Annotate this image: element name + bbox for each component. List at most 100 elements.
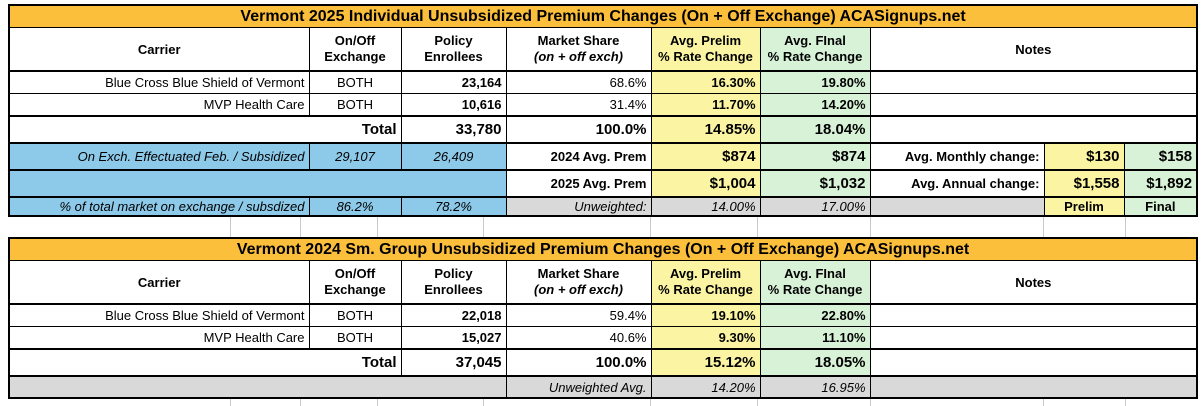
total-share-cell: 100.0% xyxy=(505,348,652,377)
gridline xyxy=(870,399,871,406)
gridline xyxy=(300,399,301,406)
carrier-name-cell: Blue Cross Blue Shield of Vermont xyxy=(8,70,310,94)
carrier-row: Blue Cross Blue Shield of Vermont BOTH 2… xyxy=(8,303,1198,327)
gray-notes-cell xyxy=(869,375,1198,399)
gridline xyxy=(757,399,758,406)
final-rate-cell: 22.80% xyxy=(759,303,871,327)
carrier-row: Blue Cross Blue Shield of Vermont BOTH 2… xyxy=(8,70,1198,94)
pct-on-exchange-value-cell: 78.2% xyxy=(400,196,507,217)
table-header-row: Carrier On/Off Exchange Policy Enrollees… xyxy=(8,260,1198,305)
market-share-cell: 40.6% xyxy=(505,326,652,350)
gridline xyxy=(1043,399,1044,406)
col-header-avg-final: Avg. FInal % Rate Change xyxy=(759,27,871,72)
enrollees-cell: 10,616 xyxy=(400,93,507,117)
header-line: On/Off xyxy=(334,32,376,48)
small-group-premium-table: Vermont 2024 Sm. Group Unsubsidized Prem… xyxy=(8,237,1199,399)
header-line: % Rate Change xyxy=(767,282,863,297)
gray-spacer-cell xyxy=(869,196,1045,217)
market-share-cell: 59.4% xyxy=(505,303,652,327)
top-margin xyxy=(0,0,1204,4)
col-header-notes: Notes xyxy=(869,27,1198,72)
col-header-exchange: On/Off Exchange xyxy=(308,260,402,305)
header-line: Enrollees xyxy=(424,49,483,64)
notes-cell xyxy=(869,70,1198,94)
gridline xyxy=(650,399,651,406)
unweighted-final-cell: 16.95% xyxy=(759,375,871,399)
notes-cell xyxy=(869,326,1198,350)
gridline xyxy=(230,399,231,406)
total-enrollees-cell: 37,045 xyxy=(400,348,507,377)
header-line: Exchange xyxy=(324,49,386,64)
header-line: Policy xyxy=(434,32,473,48)
header-line: % Rate Change xyxy=(767,49,863,64)
pct-on-exchange-value-cell: 86.2% xyxy=(308,196,402,217)
table-title-row: Vermont 2024 Sm. Group Unsubsidized Prem… xyxy=(8,237,1198,261)
enrollees-cell: 23,164 xyxy=(400,70,507,94)
avg-prem-2024-label-cell: 2024 Avg. Prem xyxy=(505,142,652,171)
prelim-rate-cell: 9.30% xyxy=(650,326,761,350)
on-exchange-value-cell: 26,409 xyxy=(400,142,507,171)
total-final-cell: 18.05% xyxy=(759,348,871,377)
final-rate-cell: 19.80% xyxy=(759,70,871,94)
prelim-rate-cell: 11.70% xyxy=(650,93,761,117)
blue-spacer-cell xyxy=(8,169,507,198)
pct-on-exchange-row: % of total market on exchange / subsdize… xyxy=(8,196,1198,217)
gridline xyxy=(650,217,651,237)
total-notes-cell xyxy=(869,348,1198,377)
avg-prem-2024-prelim-cell: $874 xyxy=(650,142,761,171)
total-enrollees-cell: 33,780 xyxy=(400,115,507,144)
annual-change-prelim-cell: $1,558 xyxy=(1043,169,1125,198)
gridline xyxy=(300,217,301,237)
individual-premium-table: Vermont 2025 Individual Unsubsidized Pre… xyxy=(8,4,1199,217)
gridline xyxy=(483,217,484,237)
prelim-column-label-cell: Prelim xyxy=(1043,196,1125,217)
unweighted-prelim-cell: 14.00% xyxy=(650,196,761,217)
final-rate-cell: 11.10% xyxy=(759,326,871,350)
unweighted-label-cell: Unweighted Avg. xyxy=(505,375,652,399)
unweighted-label-cell: Unweighted: xyxy=(505,196,652,217)
total-label-cell: Total xyxy=(8,115,402,144)
total-label-cell: Total xyxy=(8,348,402,377)
col-header-avg-prelim: Avg. Prelim % Rate Change xyxy=(650,260,761,305)
total-prelim-cell: 14.85% xyxy=(650,115,761,144)
col-header-enrollees: Policy Enrollees xyxy=(400,260,507,305)
col-header-enrollees: Policy Enrollees xyxy=(400,27,507,72)
monthly-change-label-cell: Avg. Monthly change: xyxy=(869,142,1045,171)
total-share-cell: 100.0% xyxy=(505,115,652,144)
gridline xyxy=(1125,399,1126,406)
between-tables-gap xyxy=(0,217,1204,237)
col-header-market-share: Market Share (on + off exch) xyxy=(505,260,652,305)
total-final-cell: 18.04% xyxy=(759,115,871,144)
header-line: Avg. Prelim xyxy=(669,265,742,281)
final-rate-cell: 14.20% xyxy=(759,93,871,117)
header-line: On/Off xyxy=(334,265,376,281)
carrier-name-cell: Blue Cross Blue Shield of Vermont xyxy=(8,303,310,327)
gridline xyxy=(1043,217,1044,237)
gridline xyxy=(377,399,378,406)
header-line: Market Share xyxy=(537,265,620,281)
prelim-rate-cell: 19.10% xyxy=(650,303,761,327)
bottom-margin xyxy=(0,399,1204,406)
unweighted-final-cell: 17.00% xyxy=(759,196,871,217)
gridline xyxy=(870,217,871,237)
avg-prem-2025-label-cell: 2025 Avg. Prem xyxy=(505,169,652,198)
header-line: (on + off exch) xyxy=(534,49,623,64)
small-group-table-wrap: Vermont 2024 Sm. Group Unsubsidized Prem… xyxy=(8,237,1199,399)
gridline xyxy=(757,217,758,237)
col-header-notes: Notes xyxy=(869,260,1198,305)
header-line: Avg. FInal xyxy=(784,265,846,281)
avg-prem-2025-prelim-cell: $1,004 xyxy=(650,169,761,198)
table-header-row: Carrier On/Off Exchange Policy Enrollees… xyxy=(8,27,1198,72)
monthly-change-prelim-cell: $130 xyxy=(1043,142,1125,171)
col-header-carrier: Carrier xyxy=(8,260,310,305)
table-title-row: Vermont 2025 Individual Unsubsidized Pre… xyxy=(8,4,1198,28)
table-title: Vermont 2024 Sm. Group Unsubsidized Prem… xyxy=(8,237,1198,261)
exchange-cell: BOTH xyxy=(308,93,402,117)
enrollees-cell: 15,027 xyxy=(400,326,507,350)
market-share-cell: 68.6% xyxy=(505,70,652,94)
carrier-row: MVP Health Care BOTH 10,616 31.4% 11.70%… xyxy=(8,93,1198,117)
total-row: Total 37,045 100.0% 15.12% 18.05% xyxy=(8,348,1198,377)
header-line: % Rate Change xyxy=(658,282,753,297)
col-header-carrier: Carrier xyxy=(8,27,310,72)
